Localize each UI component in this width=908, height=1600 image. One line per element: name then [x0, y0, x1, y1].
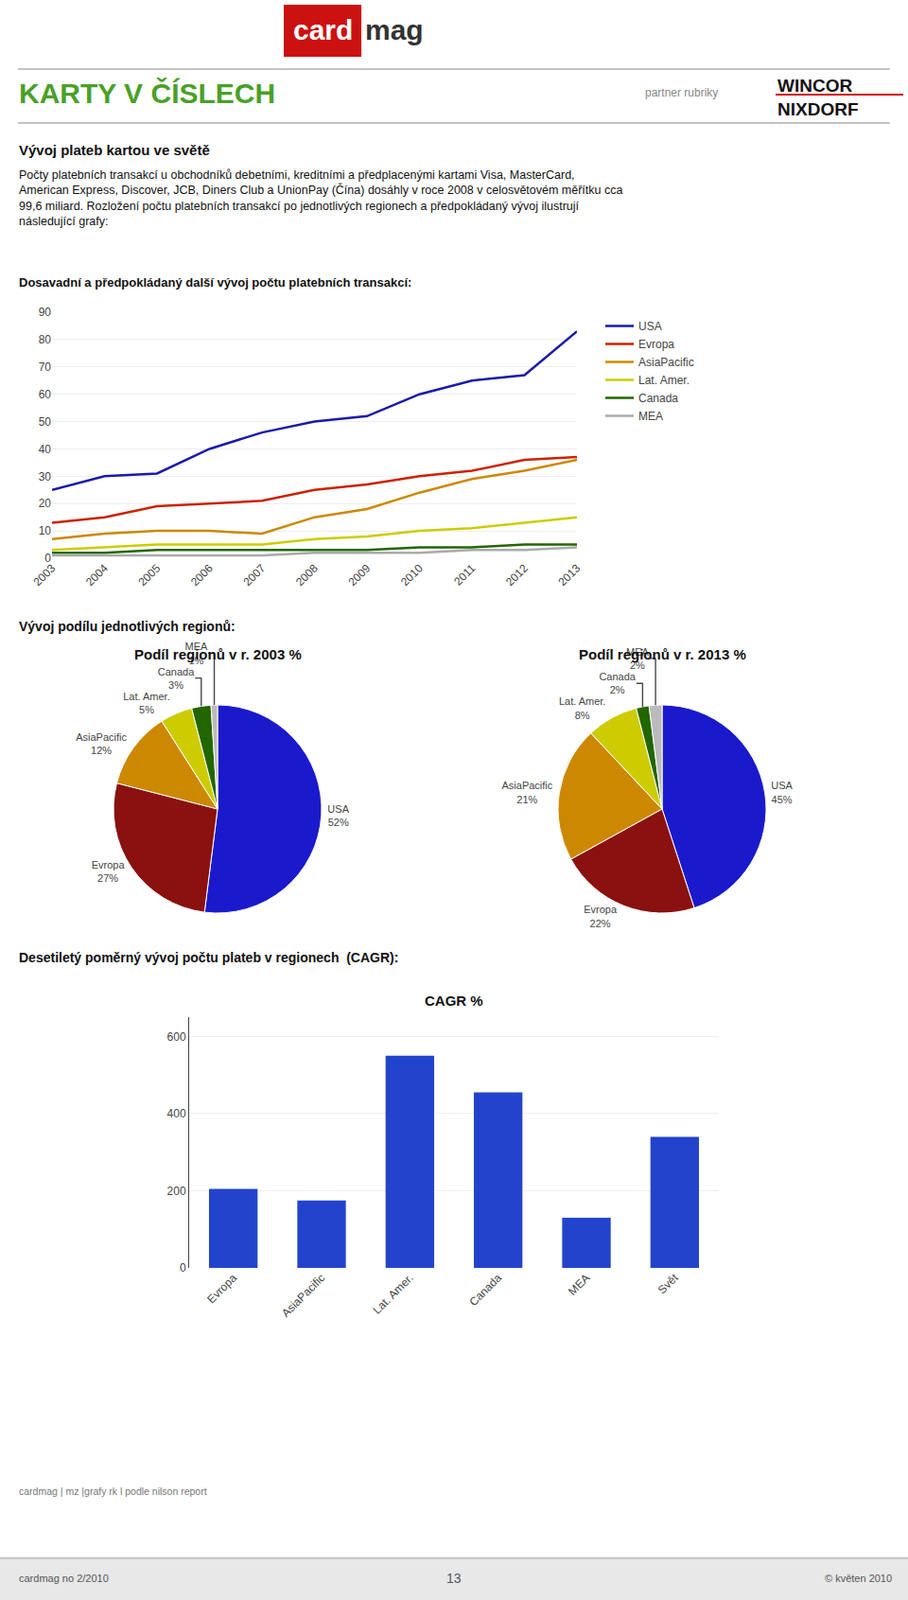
svg-text:Evropa: Evropa [638, 337, 675, 351]
svg-text:AsiaPacific: AsiaPacific [279, 1270, 328, 1319]
svg-text:© květen 2010: © květen 2010 [824, 1571, 892, 1584]
svg-text:mag: mag [365, 14, 424, 46]
svg-text:AsiaPacific21%: AsiaPacific21% [501, 779, 553, 804]
svg-text:2004: 2004 [83, 560, 111, 589]
svg-text:600: 600 [167, 1030, 187, 1044]
svg-text:0: 0 [179, 1260, 187, 1275]
svg-text:Evropa27%: Evropa27% [91, 858, 126, 884]
svg-text:CAGR %: CAGR % [424, 992, 484, 1009]
svg-text:MEA1%: MEA1% [184, 640, 209, 665]
svg-text:USA52%: USA52% [327, 803, 350, 828]
svg-text:0: 0 [44, 551, 52, 565]
svg-text:2005: 2005 [136, 560, 164, 589]
svg-text:70: 70 [38, 360, 53, 374]
svg-text:AsiaPacific: AsiaPacific [638, 355, 695, 369]
svg-text:2008: 2008 [293, 560, 321, 589]
svg-text:Canada3%: Canada3% [157, 665, 195, 691]
svg-text:13: 13 [446, 1570, 462, 1586]
svg-text:WINCOR: WINCOR [777, 75, 853, 96]
svg-text:2007: 2007 [241, 560, 269, 589]
svg-text:50: 50 [38, 415, 53, 429]
svg-text:2006: 2006 [188, 560, 216, 589]
svg-text:Podíl regionů v r. 2003 %: Podíl regionů v r. 2003 % [134, 646, 302, 663]
svg-text:MEA: MEA [638, 409, 664, 423]
svg-text:Canada: Canada [638, 391, 679, 405]
svg-text:2010: 2010 [398, 560, 426, 589]
svg-text:partner rubriky: partner rubriky [645, 86, 718, 100]
svg-text:2003: 2003 [31, 560, 59, 589]
svg-text:30: 30 [38, 470, 53, 484]
svg-text:AsiaPacific12%: AsiaPacific12% [75, 731, 127, 756]
svg-text:Vývoj plateb kartou ve světě: Vývoj plateb kartou ve světě [18, 141, 210, 158]
svg-text:400: 400 [167, 1106, 187, 1120]
svg-text:Evropa: Evropa [204, 1270, 240, 1306]
svg-text:Desetiletý poměrný vývoj počtu: Desetiletý poměrný vývoj počtu plateb v … [18, 949, 399, 965]
svg-text:2011: 2011 [451, 560, 478, 588]
svg-text:MEA: MEA [565, 1270, 593, 1297]
svg-text:cardmag no 2/2010: cardmag no 2/2010 [18, 1571, 109, 1584]
svg-text:Dosavadní a předpokládaný dalš: Dosavadní a předpokládaný další vývoj po… [18, 275, 412, 290]
svg-text:Podíl regionů v r. 2013 %: Podíl regionů v r. 2013 % [578, 646, 747, 663]
svg-text:80: 80 [38, 332, 53, 347]
svg-text:200: 200 [167, 1184, 187, 1198]
svg-text:Lat. Amer.: Lat. Amer. [638, 373, 690, 387]
svg-text:cardmag | mz |grafy rk l podle: cardmag | mz |grafy rk l podle nilson re… [18, 1484, 208, 1497]
svg-text:20: 20 [38, 496, 53, 510]
svg-text:NIXDORF: NIXDORF [777, 99, 859, 120]
svg-text:card: card [293, 14, 353, 46]
svg-text:2013: 2013 [556, 560, 584, 589]
svg-text:Lat. Amer.8%: Lat. Amer.8% [558, 695, 607, 720]
svg-text:USA: USA [638, 319, 663, 333]
svg-text:2012: 2012 [503, 560, 531, 589]
svg-text:Počty platebních transakcí u o: Počty platebních transakcí u obchodníků … [18, 168, 623, 228]
svg-text:90: 90 [38, 305, 53, 319]
svg-text:MEA2%: MEA2% [626, 646, 650, 671]
svg-text:KARTY V ČÍSLECH: KARTY V ČÍSLECH [18, 77, 276, 109]
svg-text:10: 10 [38, 523, 53, 538]
svg-text:Lat. Amer.5%: Lat. Amer.5% [122, 690, 171, 716]
svg-text:2009: 2009 [346, 560, 374, 589]
svg-text:Vývoj podílu jednotlivých regi: Vývoj podílu jednotlivých regionů: [18, 618, 236, 634]
svg-text:Lat. Amer.: Lat. Amer. [370, 1270, 417, 1316]
svg-text:Canada: Canada [466, 1270, 505, 1309]
svg-text:60: 60 [38, 387, 53, 402]
svg-text:Svět: Svět [655, 1270, 681, 1296]
svg-text:Canada2%: Canada2% [598, 670, 636, 696]
svg-text:40: 40 [38, 442, 53, 456]
svg-text:Evropa22%: Evropa22% [583, 903, 618, 928]
svg-text:USA45%: USA45% [770, 779, 793, 804]
